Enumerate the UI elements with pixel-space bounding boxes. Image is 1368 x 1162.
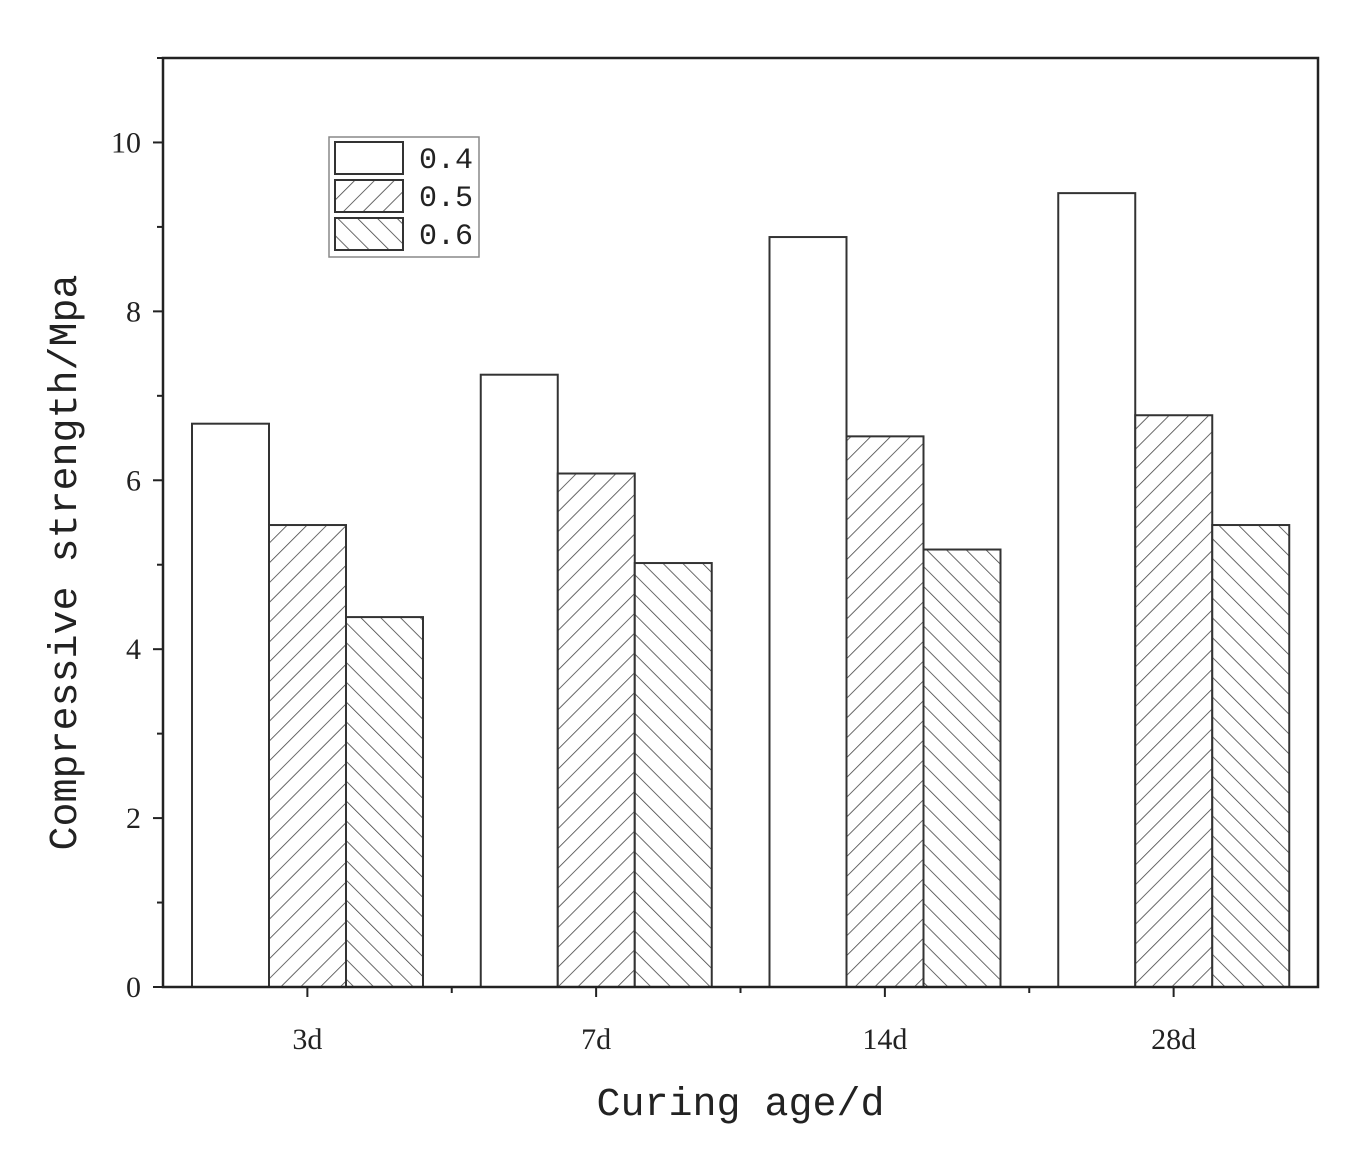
y-tick-label: 2: [126, 802, 141, 835]
legend-swatch-0.4: [334, 141, 404, 175]
bar-28d-0.4: [1057, 192, 1137, 989]
bar-7d-0.5: [556, 472, 636, 988]
y-tick-label: 4: [126, 633, 141, 666]
y-tick-label: 0: [126, 971, 141, 1004]
x-tick-labels: 3d 7d 14d 28d: [292, 1023, 1196, 1056]
bar-3d-0.6: [345, 616, 424, 989]
y-axis-title: Compressive strength/Mpa: [44, 274, 89, 850]
y-tick-label: 10: [111, 126, 141, 159]
bar-28d-0.5: [1134, 414, 1214, 988]
bar-14d-0.5: [845, 435, 925, 988]
bar-3d-0.4: [191, 422, 270, 988]
x-tick-label: 28d: [1151, 1023, 1196, 1056]
legend-label: 0.6: [419, 220, 473, 254]
bar-14d-0.4: [768, 236, 848, 988]
x-tick-label: 7d: [581, 1023, 611, 1056]
legend-label: 0.4: [419, 144, 473, 178]
bars-layer: [191, 192, 1291, 989]
x-tick-label: 14d: [862, 1023, 907, 1056]
x-axis-title: Curing age/d: [596, 1083, 884, 1128]
legend-swatch-0.5: [334, 179, 404, 213]
bar-14d-0.6: [922, 548, 1002, 988]
x-tick-label: 3d: [292, 1023, 322, 1056]
y-tick-label: 6: [126, 464, 141, 497]
legend: 0.4 0.5 0.6: [328, 136, 480, 258]
bar-3d-0.5: [268, 524, 347, 988]
legend-label: 0.5: [419, 182, 473, 216]
y-tick-labels: 0 2 4 6 8 10: [111, 126, 141, 1004]
axis-ticks: [153, 57, 1175, 997]
legend-swatch-0.6: [334, 217, 404, 251]
y-tick-label: 8: [126, 295, 141, 328]
bar-7d-0.6: [633, 562, 713, 989]
bar-7d-0.4: [479, 373, 559, 989]
bar-28d-0.6: [1211, 524, 1291, 988]
